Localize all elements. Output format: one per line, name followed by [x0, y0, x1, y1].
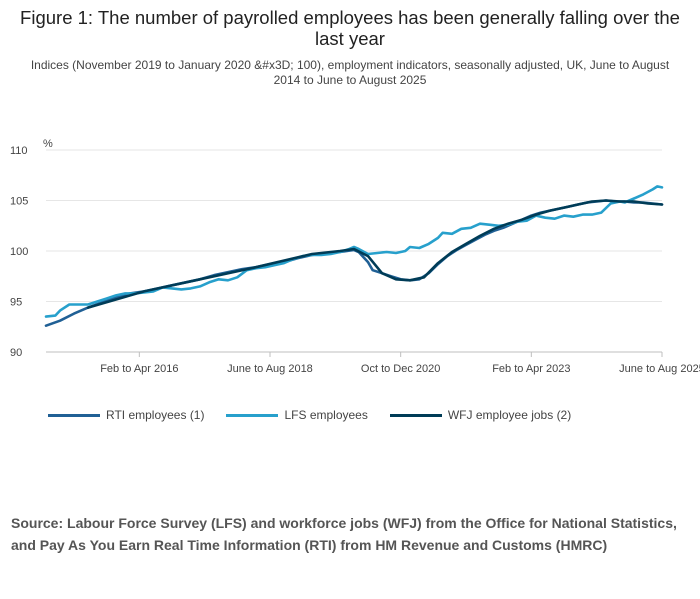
legend-label-rti: RTI employees (1) — [106, 408, 205, 422]
x-tick-label: June to Aug 2018 — [227, 363, 313, 375]
x-tick-label: Feb to Apr 2016 — [100, 363, 178, 375]
legend-item-lfs[interactable]: LFS employees — [226, 408, 368, 422]
legend-item-rti[interactable]: RTI employees (1) — [48, 408, 204, 422]
y-axis-label: % — [43, 138, 53, 150]
legend-swatch-rti — [48, 413, 100, 417]
y-tick-label: 100 — [10, 246, 28, 258]
legend-swatch-lfs — [226, 413, 279, 417]
series-line-1 — [44, 199, 664, 327]
series-line-2 — [44, 185, 664, 318]
legend-swatch-wfj — [389, 413, 442, 417]
legend-label-wfj: WFJ employee jobs (2) — [447, 408, 572, 422]
chart-title: Figure 1: The number of payrolled employ… — [20, 7, 680, 49]
y-tick-label: 95 — [10, 297, 22, 309]
y-tick-label: 110 — [10, 145, 28, 157]
x-tick-label: June to Aug 2025 — [619, 363, 700, 375]
legend-label-lfs: LFS employees — [284, 408, 368, 422]
legend-item-wfj[interactable]: WFJ employee jobs (2) — [389, 408, 572, 422]
series-line-3 — [86, 199, 664, 309]
chart-legend: RTI employees (1) LFS employees WFJ empl… — [48, 408, 593, 422]
y-tick-label: 105 — [10, 196, 28, 208]
y-tick-label: 90 — [10, 347, 22, 359]
chart-subtitle: Indices (November 2019 to January 2020 &… — [30, 58, 670, 87]
x-tick-label: Oct to Dec 2020 — [361, 363, 441, 375]
source-note: Source: Labour Force Survey (LFS) and wo… — [11, 515, 677, 553]
x-tick-label: Feb to Apr 2023 — [492, 363, 570, 375]
